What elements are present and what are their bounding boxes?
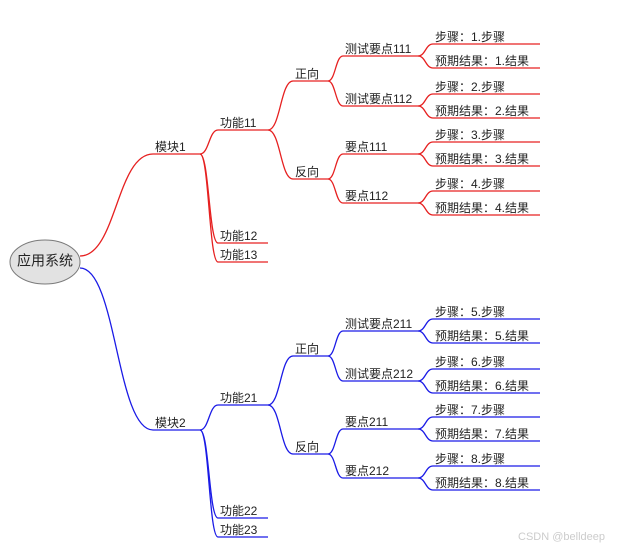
node-label: 要点112 — [345, 189, 388, 203]
node-label: 预期结果：8.结果 — [435, 476, 529, 490]
node-label: 预期结果：5.结果 — [435, 329, 529, 343]
node-label: 正向 — [295, 341, 319, 356]
node-label: 功能21 — [220, 391, 258, 405]
branch-edge — [418, 319, 433, 331]
branch-edge — [418, 106, 433, 118]
branch-edge — [418, 56, 433, 68]
branch-edge — [418, 142, 433, 154]
branch-edge — [418, 466, 433, 478]
node-label: 测试要点212 — [345, 366, 413, 381]
branch-edge — [328, 331, 343, 356]
branch-edge — [418, 44, 433, 56]
branch-edge — [80, 268, 153, 430]
branch-edge — [80, 154, 153, 256]
node-label: 步骤：7.步骤 — [435, 403, 505, 417]
node-label: 预期结果：4.结果 — [435, 201, 529, 215]
node-label: 要点211 — [345, 415, 388, 429]
branch-edge — [200, 430, 218, 518]
branch-edge — [328, 56, 343, 81]
branch-edge — [418, 417, 433, 429]
node-label: 预期结果：7.结果 — [435, 427, 529, 441]
branch-edge — [268, 356, 293, 405]
branch-edge — [200, 130, 218, 154]
node-label: 功能12 — [220, 229, 258, 243]
node-label: 步骤：2.步骤 — [435, 80, 505, 94]
branch-edge — [200, 154, 218, 262]
branch-edge — [418, 381, 433, 393]
node-label: 步骤：1.步骤 — [435, 30, 505, 44]
branch-edge — [328, 81, 343, 106]
node-label: 模块2 — [155, 416, 186, 430]
branch-edge — [418, 429, 433, 441]
node-label: 反向 — [295, 164, 319, 179]
node-label: 功能23 — [220, 523, 258, 537]
branch-edge — [418, 478, 433, 490]
node-label: 功能13 — [220, 248, 258, 262]
node-label: 步骤：4.步骤 — [435, 177, 505, 191]
node-label: 要点111 — [345, 140, 388, 154]
branch-edge — [200, 430, 218, 537]
node-label: 要点212 — [345, 464, 389, 478]
node-label: 预期结果：1.结果 — [435, 54, 529, 68]
branch-edge — [418, 331, 433, 343]
node-label: 步骤：5.步骤 — [435, 305, 505, 319]
root-label: 应用系统 — [17, 253, 73, 269]
mindmap-canvas: 应用系统 模块1 功能11 正向 测试要点111 步骤：1.步骤预期结果：1.结果测试要点… — [0, 0, 620, 546]
branch-edge — [418, 94, 433, 106]
node-label: 步骤：8.步骤 — [435, 452, 505, 466]
node-label: 步骤：3.步骤 — [435, 128, 505, 142]
branch-edge — [328, 356, 343, 381]
node-label: 预期结果：3.结果 — [435, 152, 529, 166]
node-label: 测试要点211 — [345, 316, 412, 331]
branch-edge — [200, 405, 218, 430]
branch-edge — [200, 154, 218, 243]
branch-edge — [418, 369, 433, 381]
watermark-text: CSDN @belldeep — [518, 531, 605, 543]
node-label: 模块1 — [155, 140, 186, 154]
branch-edge — [328, 179, 343, 203]
branch-edge — [328, 454, 343, 478]
node-label: 功能11 — [220, 116, 257, 130]
branch-edge — [418, 191, 433, 203]
node-label: 预期结果：2.结果 — [435, 104, 529, 118]
node-label: 反向 — [295, 439, 319, 454]
node-label: 正向 — [295, 66, 319, 81]
branch-edge — [328, 154, 343, 179]
node-label: 预期结果：6.结果 — [435, 379, 529, 393]
branch-edge — [268, 130, 293, 179]
branch-edge — [268, 81, 293, 130]
branch-edge — [418, 203, 433, 215]
branch-edge — [328, 429, 343, 454]
node-label: 步骤：6.步骤 — [435, 355, 505, 369]
node-label: 功能22 — [220, 504, 258, 518]
node-label: 测试要点112 — [345, 91, 412, 106]
node-label: 测试要点111 — [345, 41, 412, 56]
branch-edge — [418, 154, 433, 166]
branch-edge — [268, 405, 293, 454]
